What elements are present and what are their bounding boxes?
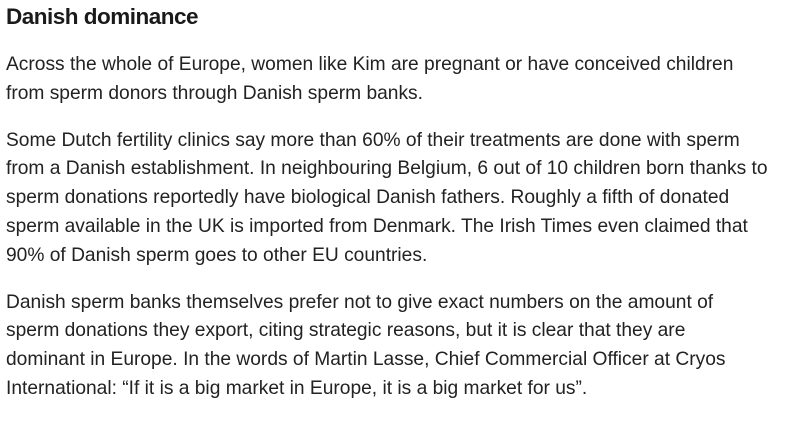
text-line: sperm available in the UK is imported fr…	[6, 215, 748, 237]
text-line: Danish sperm banks themselves prefer not…	[6, 291, 714, 313]
text-line: from sperm donors through Danish sperm b…	[6, 82, 423, 104]
text-line: sperm donations they export, citing stra…	[6, 320, 686, 342]
text-line: International: “If it is a big market in…	[6, 377, 588, 399]
article-section: Danish dominance Across the whole of Eur…	[6, 4, 784, 404]
text-line: dominant in Europe. In the words of Mart…	[6, 349, 726, 371]
paragraph-3: Danish sperm banks themselves prefer not…	[6, 289, 784, 404]
paragraph-2: Some Dutch fertility clinics say more th…	[6, 127, 784, 271]
text-line: from a Danish establishment. In neighbou…	[6, 158, 768, 180]
section-heading: Danish dominance	[6, 4, 199, 29]
text-line: Across the whole of Europe, women like K…	[6, 54, 734, 75]
text-line: sperm donations reportedly have biologic…	[6, 187, 730, 209]
paragraph-1: Across the whole of Europe, women like K…	[6, 51, 784, 109]
text-line: 90% of Danish sperm goes to other EU cou…	[6, 244, 428, 266]
text-line: Some Dutch fertility clinics say more th…	[6, 129, 740, 151]
